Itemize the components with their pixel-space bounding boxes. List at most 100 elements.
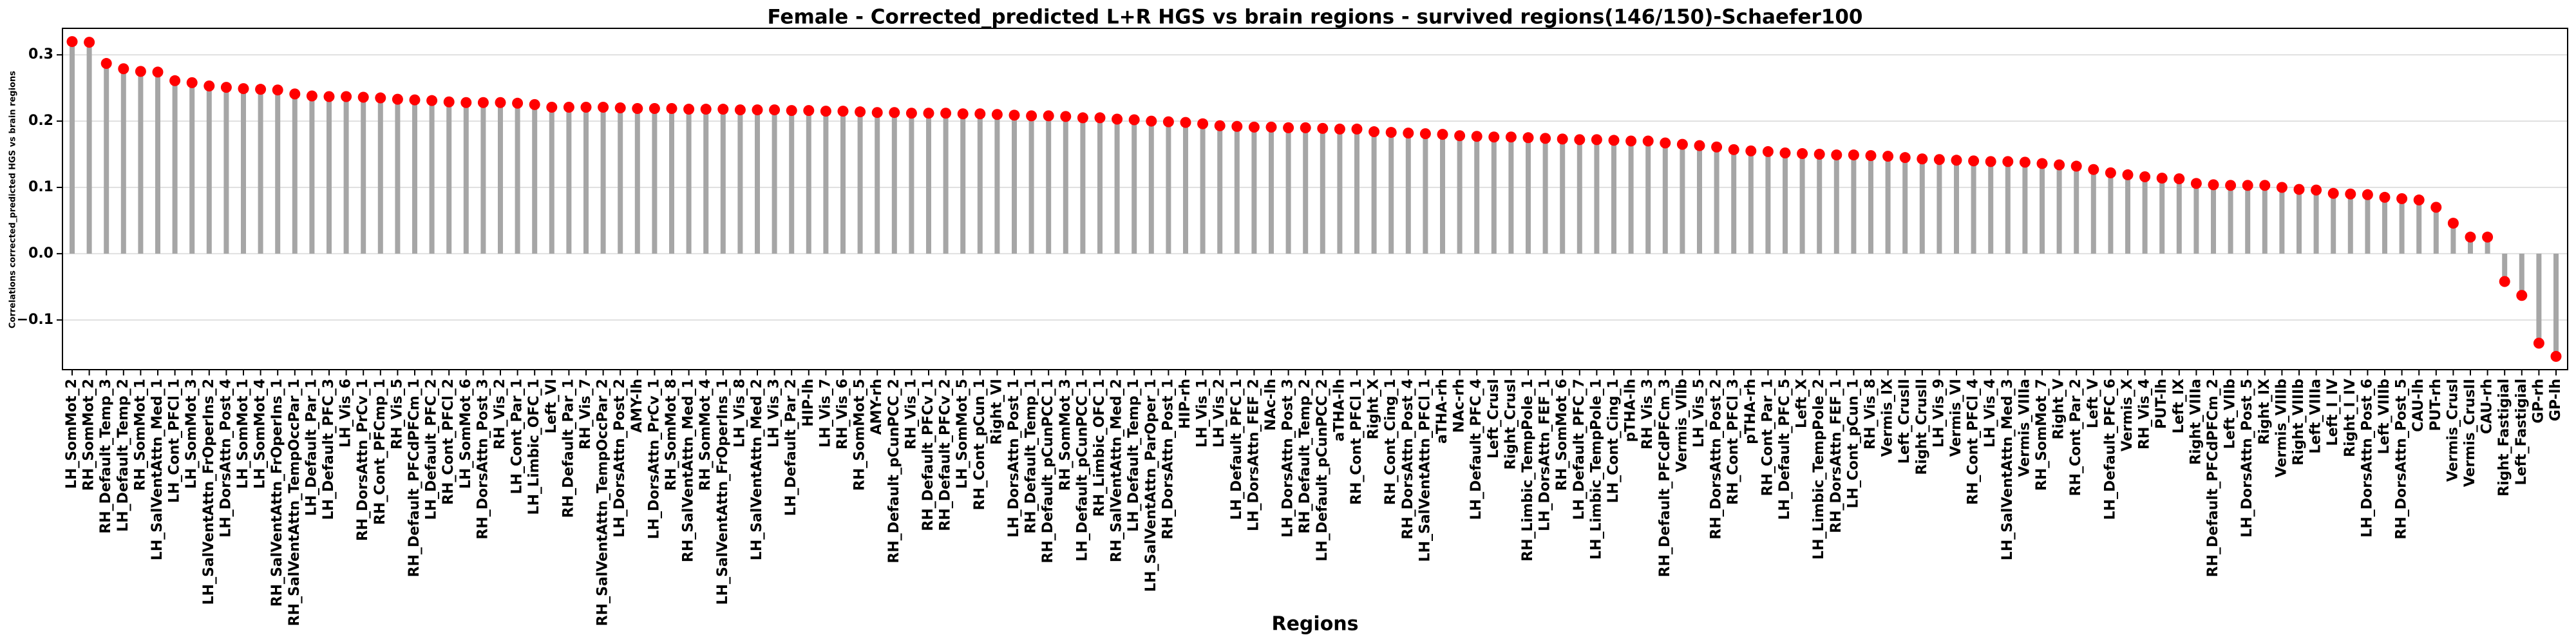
x-tick-label: RH_Vis_4 (2137, 379, 2153, 450)
x-tick-label: RH_DorsAttn_Post_1 (1160, 379, 1176, 540)
marker (1797, 148, 1808, 160)
x-tick-label: LH_Vis_3 (766, 379, 782, 448)
marker (666, 103, 677, 115)
x-tick-label: Left_VIIb (2222, 379, 2239, 449)
x-tick-label: Right_CrusII (1914, 379, 1930, 475)
marker (495, 97, 506, 108)
marker (426, 95, 438, 106)
x-tick-label: pTHA-rh (1743, 379, 1759, 444)
marker (186, 77, 198, 88)
x-tick-label: PUT-lh (2154, 379, 2170, 429)
x-tick-label: CAU-rh (2479, 379, 2496, 434)
x-tick-label: LH_SalVentAttn_Med_3 (2000, 379, 2016, 560)
x-tick-label: LH_SalVentAttn_PFCl_1 (1417, 379, 1433, 562)
x-tick-label: RH_SalVentAttn_TempOccPar_1 (287, 379, 303, 626)
marker (1385, 127, 1397, 138)
marker (1865, 150, 1877, 162)
x-tick-label: LH_Vis_9 (1931, 379, 1947, 448)
marker (1283, 122, 1294, 133)
x-tick-label: RH_Cont_PFCmp_1 (372, 379, 388, 525)
marker (1488, 131, 1500, 143)
marker (2396, 193, 2408, 204)
marker (1676, 138, 1688, 150)
marker (357, 91, 369, 103)
marker (1248, 121, 1260, 133)
marker (2533, 337, 2544, 349)
marker (1128, 114, 1140, 126)
x-tick-label: RH_DorsAttn_FEF_1 (1828, 379, 1844, 533)
x-tick-label: NAc-lh (1263, 379, 1279, 431)
x-tick-label: LH_Default_pCunPCC_1 (1074, 379, 1090, 562)
x-tick-label: LH_SomMot_4 (252, 379, 269, 489)
marker (512, 97, 524, 109)
marker (2036, 158, 2048, 169)
marker (1831, 149, 1842, 161)
marker (2516, 290, 2528, 301)
marker (1009, 109, 1020, 121)
x-tick-label: LH_Default_Par_2 (783, 379, 799, 516)
marker (1197, 118, 1209, 129)
marker (820, 106, 831, 117)
x-tick-label: Left_I_IV (2325, 379, 2341, 446)
x-tick-label: aTHA-rh (1434, 379, 1450, 444)
x-tick-label: RH_Default_PFCv_1 (920, 379, 936, 531)
marker (2259, 180, 2271, 191)
marker (1933, 154, 1945, 166)
x-tick-label: Left_V (2085, 379, 2101, 428)
marker (66, 36, 78, 48)
x-tick-label: LH_DorsAttn_Post_2 (612, 379, 628, 538)
marker (546, 101, 558, 113)
x-tick-label: Left_Fastigial (2514, 379, 2530, 485)
y-tick-label: 0.0 (28, 245, 53, 261)
x-tick-label: RH_SomMot_6 (1554, 379, 1570, 491)
x-tick-label: RH_DorsAttn_Post_3 (475, 379, 491, 540)
x-tick-label: LH_Vis_2 (1211, 379, 1227, 448)
x-tick-label: RH_Cont_PFCl_4 (1965, 379, 1982, 505)
marker (169, 75, 181, 86)
x-tick-label: RH_Vis_6 (835, 379, 851, 450)
x-tick-label: LH_DorsAttn_Post_4 (218, 379, 234, 538)
marker (1505, 131, 1517, 143)
marker (1060, 111, 1072, 122)
x-tick-label: RH_Cont_PFCl_2 (440, 379, 457, 505)
marker (752, 104, 763, 116)
x-tick-label: RH_Vis_3 (1640, 379, 1656, 450)
x-tick-label: Vermis_VIIIb (2273, 379, 2289, 477)
x-tick-label: RH_Default_pCunPCC_2 (886, 379, 902, 564)
x-tick-label: RH_Limbic_OFC_1 (1092, 379, 1108, 516)
x-tick-label: RH_Vis_8 (1862, 379, 1879, 450)
marker (2139, 171, 2151, 183)
x-tick-label: Right_CrusI (1502, 379, 1519, 469)
marker (734, 104, 746, 116)
marker (135, 66, 146, 77)
marker (1591, 134, 1602, 146)
marker (1848, 149, 1859, 161)
x-tick-label: Vermis_CrusII (2462, 379, 2478, 487)
marker (1419, 128, 1431, 140)
x-tick-label: LH_Default_Temp_1 (1126, 379, 1142, 532)
x-tick-label: LH_SomMot_2 (64, 379, 80, 489)
x-tick-label: LH_Vis_1 (1195, 379, 1211, 448)
marker (1985, 156, 1996, 167)
marker (2345, 188, 2356, 200)
x-tick-label: RH_DorsAttn_Post_2 (1709, 379, 1725, 540)
x-tick-label: GP-rh (2530, 379, 2546, 423)
marker (2311, 184, 2322, 196)
marker (1625, 135, 1637, 147)
x-tick-label: RH_SomMot_1 (132, 379, 148, 491)
marker (2190, 178, 2202, 189)
marker (2088, 164, 2099, 175)
x-tick-label: LH_DorsAttn_Post_5 (2239, 379, 2255, 538)
x-tick-label: Right_Fastigial (2496, 379, 2512, 497)
x-tick-label: RH_Default_pCunPCC_1 (1040, 379, 1056, 564)
x-tick-label: LH_Default_Par_1 (303, 379, 319, 516)
marker (2225, 180, 2237, 191)
marker (2122, 169, 2134, 180)
marker (409, 94, 421, 106)
marker (683, 104, 695, 115)
x-tick-label: Vermis_VIIIa (2016, 379, 2032, 477)
x-tick-label: Left_VIIIb (2376, 379, 2392, 454)
x-tick-label: LH_Vis_8 (732, 379, 748, 448)
x-tick-label: RH_Default_Par_1 (560, 379, 576, 518)
